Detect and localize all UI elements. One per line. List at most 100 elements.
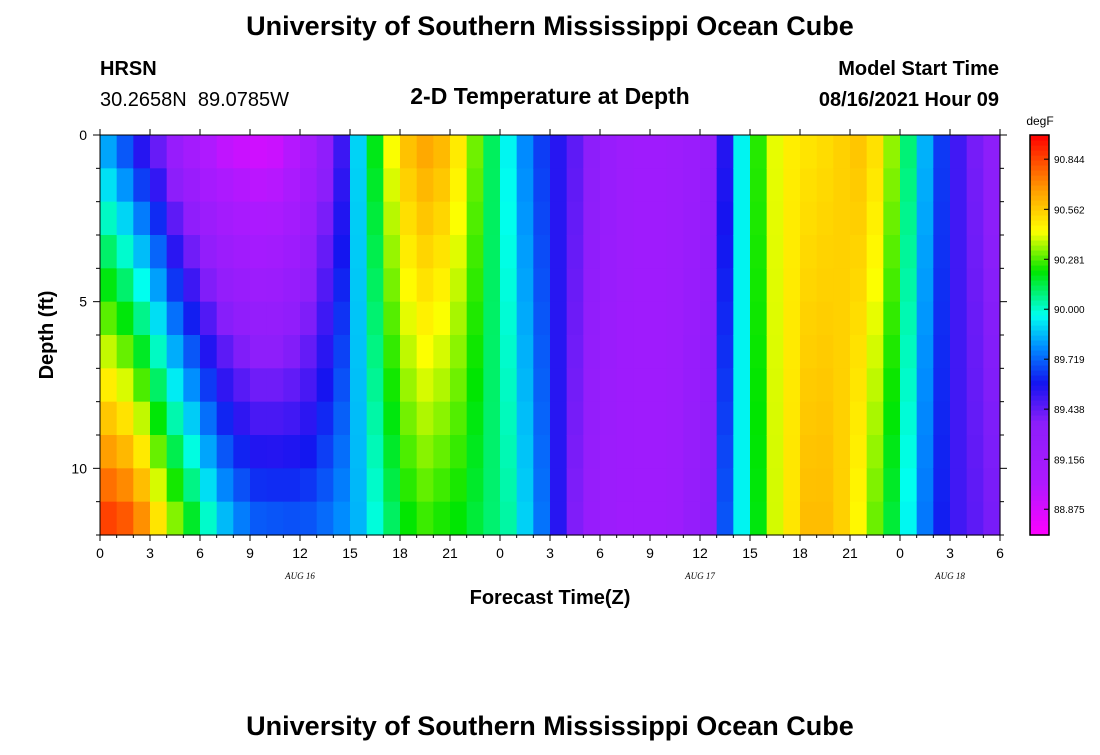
heatmap-cell — [783, 235, 801, 269]
heatmap-cell — [766, 135, 784, 169]
heatmap-cell — [800, 168, 818, 203]
heatmap-cell — [166, 468, 184, 503]
heatmap-cell — [766, 301, 784, 336]
heatmap-cell — [550, 435, 568, 469]
heatmap-cell — [700, 335, 718, 369]
heatmap-cell — [733, 468, 751, 503]
heatmap-cell — [416, 168, 434, 203]
heatmap-cell — [800, 368, 818, 403]
heatmap-cell — [133, 268, 151, 303]
heatmap-cell — [300, 501, 318, 536]
heatmap-cell — [433, 201, 451, 236]
heatmap-cell — [233, 301, 251, 336]
heatmap-cell — [433, 235, 451, 269]
heatmap-cell — [283, 135, 301, 169]
heatmap-cell — [466, 168, 484, 203]
heatmap-cell — [766, 235, 784, 269]
heatmap-cell — [633, 401, 651, 436]
heatmap-cell — [833, 235, 851, 269]
heatmap-cell — [616, 168, 634, 203]
heatmap-cell — [133, 168, 151, 203]
heatmap-cell — [200, 401, 218, 436]
heatmap-cell — [666, 501, 684, 536]
heatmap-cell — [800, 301, 818, 336]
heatmap-cell — [633, 335, 651, 369]
heatmap-cell — [900, 335, 918, 369]
heatmap-cell — [850, 201, 868, 236]
heatmap-cell — [100, 135, 118, 169]
heatmap-cell — [850, 268, 868, 303]
heatmap-cell — [150, 135, 168, 169]
heatmap-cell — [216, 168, 234, 203]
heatmap-cell — [166, 501, 184, 536]
heatmap-cell — [250, 135, 268, 169]
heatmap-cell — [600, 368, 618, 403]
heatmap-cell — [250, 368, 268, 403]
heatmap-cell — [750, 135, 768, 169]
heatmap-cell — [200, 435, 218, 469]
heatmap-cell — [616, 435, 634, 469]
heatmap-cell — [700, 368, 718, 403]
colorbar-segment — [1030, 475, 1049, 481]
heatmap-cell — [350, 435, 368, 469]
heatmap-cell — [833, 468, 851, 503]
heatmap-cell — [883, 401, 901, 436]
heatmap-cell — [450, 201, 468, 236]
heatmap-cell — [666, 401, 684, 436]
heatmap-cell — [666, 468, 684, 503]
heatmap-cell — [833, 201, 851, 236]
heatmap-cell — [983, 435, 1001, 469]
colorbar-unit: degF — [1026, 114, 1053, 128]
heatmap-cell — [750, 268, 768, 303]
heatmap-cell — [883, 468, 901, 503]
heatmap-cell — [466, 135, 484, 169]
colorbar-segment — [1030, 420, 1049, 426]
heatmap-cell — [833, 501, 851, 536]
heatmap-cell — [133, 235, 151, 269]
station-coords: 30.2658N 89.0785W — [100, 89, 289, 111]
heatmap-cell — [550, 501, 568, 536]
colorbar-segment — [1030, 300, 1049, 306]
heatmap-cell — [600, 468, 618, 503]
heatmap-cell — [183, 201, 201, 236]
heatmap-cell — [300, 401, 318, 436]
heatmap-cell — [666, 135, 684, 169]
heatmap-cell — [933, 435, 951, 469]
heatmap-cell — [733, 235, 751, 269]
heatmap-cell — [366, 468, 384, 503]
heatmap-cell — [450, 401, 468, 436]
heatmap-cell — [316, 168, 334, 203]
heatmap-cell — [166, 235, 184, 269]
heatmap-cell — [383, 335, 401, 369]
heatmap-cell — [850, 335, 868, 369]
heatmap-cell — [333, 435, 351, 469]
heatmap-cell — [583, 235, 601, 269]
heatmap-cell — [600, 235, 618, 269]
heatmap-cell — [500, 135, 518, 169]
heatmap-cell — [400, 368, 418, 403]
heatmap-cell — [483, 368, 501, 403]
heatmap-cell — [350, 168, 368, 203]
heatmap-cell — [216, 335, 234, 369]
heatmap-cell — [566, 435, 584, 469]
heatmap-cell — [766, 335, 784, 369]
colorbar-segment — [1030, 525, 1049, 531]
heatmap-cell — [866, 435, 884, 469]
heatmap-cell — [816, 135, 834, 169]
heatmap-cell — [750, 468, 768, 503]
x-tick-label: 6 — [196, 545, 204, 561]
heatmap-cell — [933, 501, 951, 536]
heatmap-cell — [316, 301, 334, 336]
colorbar-segment — [1030, 150, 1049, 156]
colorbar-level-label: 90.844 — [1054, 155, 1085, 166]
heatmap-cell — [300, 201, 318, 236]
heatmap-cell — [133, 368, 151, 403]
heatmap-cell — [133, 501, 151, 536]
heatmap-cell — [550, 201, 568, 236]
heatmap-cell — [500, 168, 518, 203]
heatmap-cell — [783, 268, 801, 303]
colorbar-segment — [1030, 245, 1049, 251]
colorbar-segment — [1030, 355, 1049, 361]
heatmap-cell — [300, 368, 318, 403]
heatmap-cell — [400, 201, 418, 236]
